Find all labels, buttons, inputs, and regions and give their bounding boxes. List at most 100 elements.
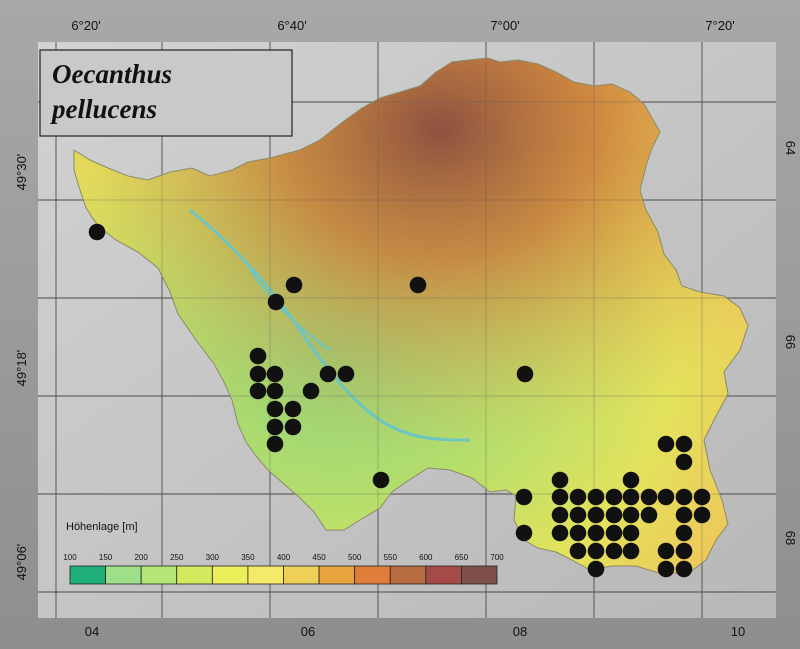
legend-value-label: 300 (206, 553, 220, 562)
occurrence-dot (284, 418, 302, 436)
legend-value-label: 550 (384, 553, 398, 562)
left-tick-label: 49°06' (14, 544, 29, 581)
occurrence-dot (587, 560, 605, 578)
occurrence-dot (266, 400, 284, 418)
occurrence-dot (640, 506, 658, 524)
legend-value-label: 500 (348, 553, 362, 562)
bottom-tick-label: 06 (301, 624, 315, 639)
occurrence-dot (587, 488, 605, 506)
occurrence-dot (587, 506, 605, 524)
occurrence-dot (640, 488, 658, 506)
occurrence-dot (569, 506, 587, 524)
occurrence-dot (372, 471, 390, 489)
legend-color-swatch (389, 565, 427, 585)
occurrence-dot (675, 524, 693, 542)
occurrence-dot (605, 506, 623, 524)
occurrence-dot (622, 506, 640, 524)
occurrence-dot (587, 524, 605, 542)
occurrence-dot (515, 488, 533, 506)
right-tick-label: 64 (783, 141, 798, 155)
occurrence-dot (675, 542, 693, 560)
bottom-grid-labels: 04 06 08 10 (85, 624, 745, 639)
occurrence-dot (409, 276, 427, 294)
elevation-legend: Höhenlage [m] 100 150 200 250 300 350 400 450 50… (63, 521, 504, 585)
occurrence-dot (587, 542, 605, 560)
occurrence-dot (266, 382, 284, 400)
occurrence-dot (319, 365, 337, 383)
occurrence-dot (569, 524, 587, 542)
bottom-tick-label: 08 (513, 624, 527, 639)
occurrence-dot (516, 365, 534, 383)
occurrence-dot (605, 488, 623, 506)
occurrence-dot (266, 365, 284, 383)
legend-color-swatch (69, 565, 106, 585)
occurrence-dot (551, 506, 569, 524)
title-box: Oecanthus pellucens (39, 49, 293, 137)
occurrence-dot (249, 365, 267, 383)
occurrence-dot (284, 400, 302, 418)
occurrence-dot (249, 347, 267, 365)
occurrence-dot (675, 453, 693, 471)
occurrence-dot (657, 488, 675, 506)
occurrence-dot (551, 471, 569, 489)
occurrence-dot (622, 524, 640, 542)
region-outline (73, 57, 749, 575)
occurrence-dot (337, 365, 355, 383)
occurrence-dot (88, 223, 106, 241)
occurrence-dot (551, 488, 569, 506)
legend-value-label: 600 (419, 553, 433, 562)
legend-value-label: 100 (63, 553, 77, 562)
legend-value-label: 150 (99, 553, 113, 562)
occurrence-dot (285, 276, 303, 294)
legend-color-swatch (461, 565, 498, 585)
occurrence-dot (605, 542, 623, 560)
occurrence-dot (515, 524, 533, 542)
legend-title: Höhenlage [m] (66, 521, 138, 533)
legend-value-label: 200 (134, 553, 148, 562)
legend-color-swatch (140, 565, 178, 585)
right-grid-labels: 64 66 68 (783, 141, 798, 545)
occurrence-dot (622, 542, 640, 560)
legend-color-swatch (176, 565, 213, 585)
occurrence-dot (622, 471, 640, 489)
legend-color-swatch (283, 565, 320, 585)
title-line-1: Oecanthus (52, 59, 172, 89)
legend-color-swatch (318, 565, 356, 585)
legend-color-swatch (425, 565, 462, 585)
legend-value-label: 250 (170, 553, 184, 562)
occurrence-dot (267, 293, 285, 311)
top-tick-label: 7°00' (490, 18, 519, 33)
legend-color-swatch (354, 565, 391, 585)
top-tick-label: 7°20' (705, 18, 734, 33)
legend-value-label: 450 (312, 553, 326, 562)
occurrence-dot (569, 488, 587, 506)
occurrence-dot (249, 382, 267, 400)
occurrence-dot (657, 560, 675, 578)
top-tick-label: 6°20' (71, 18, 100, 33)
occurrence-dot (657, 542, 675, 560)
occurrence-dot (675, 488, 693, 506)
legend-value-label: 350 (241, 553, 255, 562)
right-tick-label: 66 (783, 335, 798, 349)
occurrence-dots (88, 223, 711, 578)
occurrence-dot (605, 524, 623, 542)
occurrence-dot (622, 488, 640, 506)
title-line-2: pellucens (50, 94, 157, 124)
right-tick-label: 68 (783, 531, 798, 545)
occurrence-dot (675, 560, 693, 578)
legend-value-label: 700 (490, 553, 504, 562)
legend-color-swatch (247, 565, 284, 585)
bottom-tick-label: 04 (85, 624, 99, 639)
occurrence-dot (693, 488, 711, 506)
occurrence-dot (675, 435, 693, 453)
left-tick-label: 49°30' (14, 154, 29, 191)
left-tick-label: 49°18' (14, 350, 29, 387)
occurrence-dot (675, 506, 693, 524)
occurrence-dot (693, 506, 711, 524)
occurrence-dot (266, 418, 284, 436)
occurrence-dot (302, 382, 320, 400)
legend-color-swatch (105, 565, 142, 585)
bottom-tick-label: 10 (731, 624, 745, 639)
